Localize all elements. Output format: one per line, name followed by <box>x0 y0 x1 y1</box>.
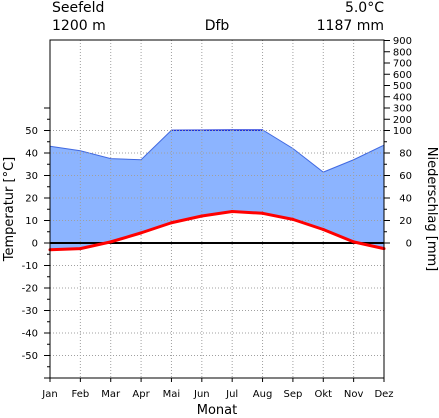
climate-class: Dfb <box>205 18 230 34</box>
x-axis: Jan Feb Mar Apr Mai Jun Jul Aug Sep Okt Nov Dez <box>41 378 394 400</box>
temperature-point <box>78 247 82 251</box>
humid-area <box>49 129 385 251</box>
right-tick-label: 0 <box>406 239 412 250</box>
left-tick-label: 50 <box>25 126 38 137</box>
temperature-point <box>139 231 143 235</box>
right-tick-label: 40 <box>399 194 412 205</box>
precipitation-area <box>49 129 385 251</box>
annual-precipitation: 1187 mm <box>317 18 384 34</box>
annual-mean-temperature: 5.0°C <box>345 0 384 16</box>
right-tick-label: 500 <box>393 81 412 92</box>
station-name: Seefeld <box>52 0 104 16</box>
left-tick-label: 30 <box>25 171 38 182</box>
right-tick-label: 200 <box>393 115 412 126</box>
left-axis: -50 -40 -30 -20 -10 0 10 20 30 40 50 <box>22 107 50 379</box>
x-tick-label: Jul <box>225 389 238 400</box>
x-tick-label: Dez <box>374 389 393 400</box>
temperature-line <box>49 210 385 252</box>
temperature-point <box>261 211 265 215</box>
temperature-point <box>321 228 325 231</box>
x-tick-label: Jan <box>41 389 57 400</box>
left-tick-label: 20 <box>25 194 38 205</box>
x-tick-label: Aug <box>253 389 273 400</box>
temperature-point <box>169 221 173 225</box>
left-tick-label: 10 <box>25 216 38 227</box>
right-tick-label: 20 <box>399 216 412 227</box>
x-tick-label: Nov <box>344 389 364 400</box>
left-tick-label: -10 <box>22 261 38 272</box>
right-tick-label: 700 <box>393 59 412 70</box>
x-tick-label: Mar <box>101 389 121 400</box>
right-tick-label: 80 <box>399 149 412 160</box>
right-tick-label: 900 <box>393 36 412 47</box>
right-tick-label: 400 <box>393 92 412 103</box>
temperature-point <box>109 240 113 244</box>
left-tick-label: 40 <box>25 149 38 160</box>
temperature-point <box>291 217 295 221</box>
station-elevation: 1200 m <box>52 18 106 34</box>
left-tick-label: -40 <box>22 329 38 340</box>
y-axis-title-right: Niederschlag [mm] <box>424 147 439 272</box>
x-tick-label: Feb <box>72 389 90 400</box>
x-tick-label: Sep <box>283 389 302 400</box>
right-tick-label: 800 <box>393 47 412 58</box>
x-tick-label: Jun <box>193 389 210 400</box>
y-axis-title-left: Temperatur [°C] <box>2 157 17 263</box>
left-tick-label: -20 <box>22 284 38 295</box>
temperature-point <box>230 210 234 213</box>
right-tick-label: 600 <box>393 70 412 81</box>
right-tick-label: 60 <box>399 171 412 182</box>
left-tick-label: 0 <box>32 239 38 250</box>
x-tick-label: Okt <box>314 389 332 400</box>
right-tick-label: 100 <box>393 126 412 137</box>
left-tick-label: -50 <box>22 351 38 362</box>
x-tick-label: Mai <box>163 389 181 400</box>
x-axis-title: Monat <box>197 403 237 418</box>
temperature-point <box>352 240 356 244</box>
left-tick-label: -30 <box>22 306 38 317</box>
x-tick-label: Apr <box>132 389 150 400</box>
temperature-point <box>200 214 204 218</box>
right-tick-label: 300 <box>393 104 412 115</box>
